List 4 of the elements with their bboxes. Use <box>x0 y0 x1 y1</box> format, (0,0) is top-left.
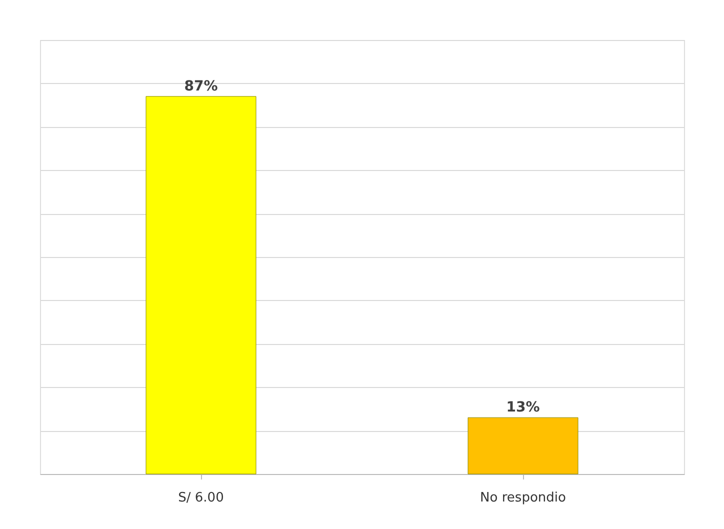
x-tick-label: S/ 6.00 <box>178 490 224 506</box>
x-tick-label: No respondio <box>480 490 566 506</box>
data-label: 87% <box>184 78 218 94</box>
data-label: 13% <box>506 400 540 416</box>
